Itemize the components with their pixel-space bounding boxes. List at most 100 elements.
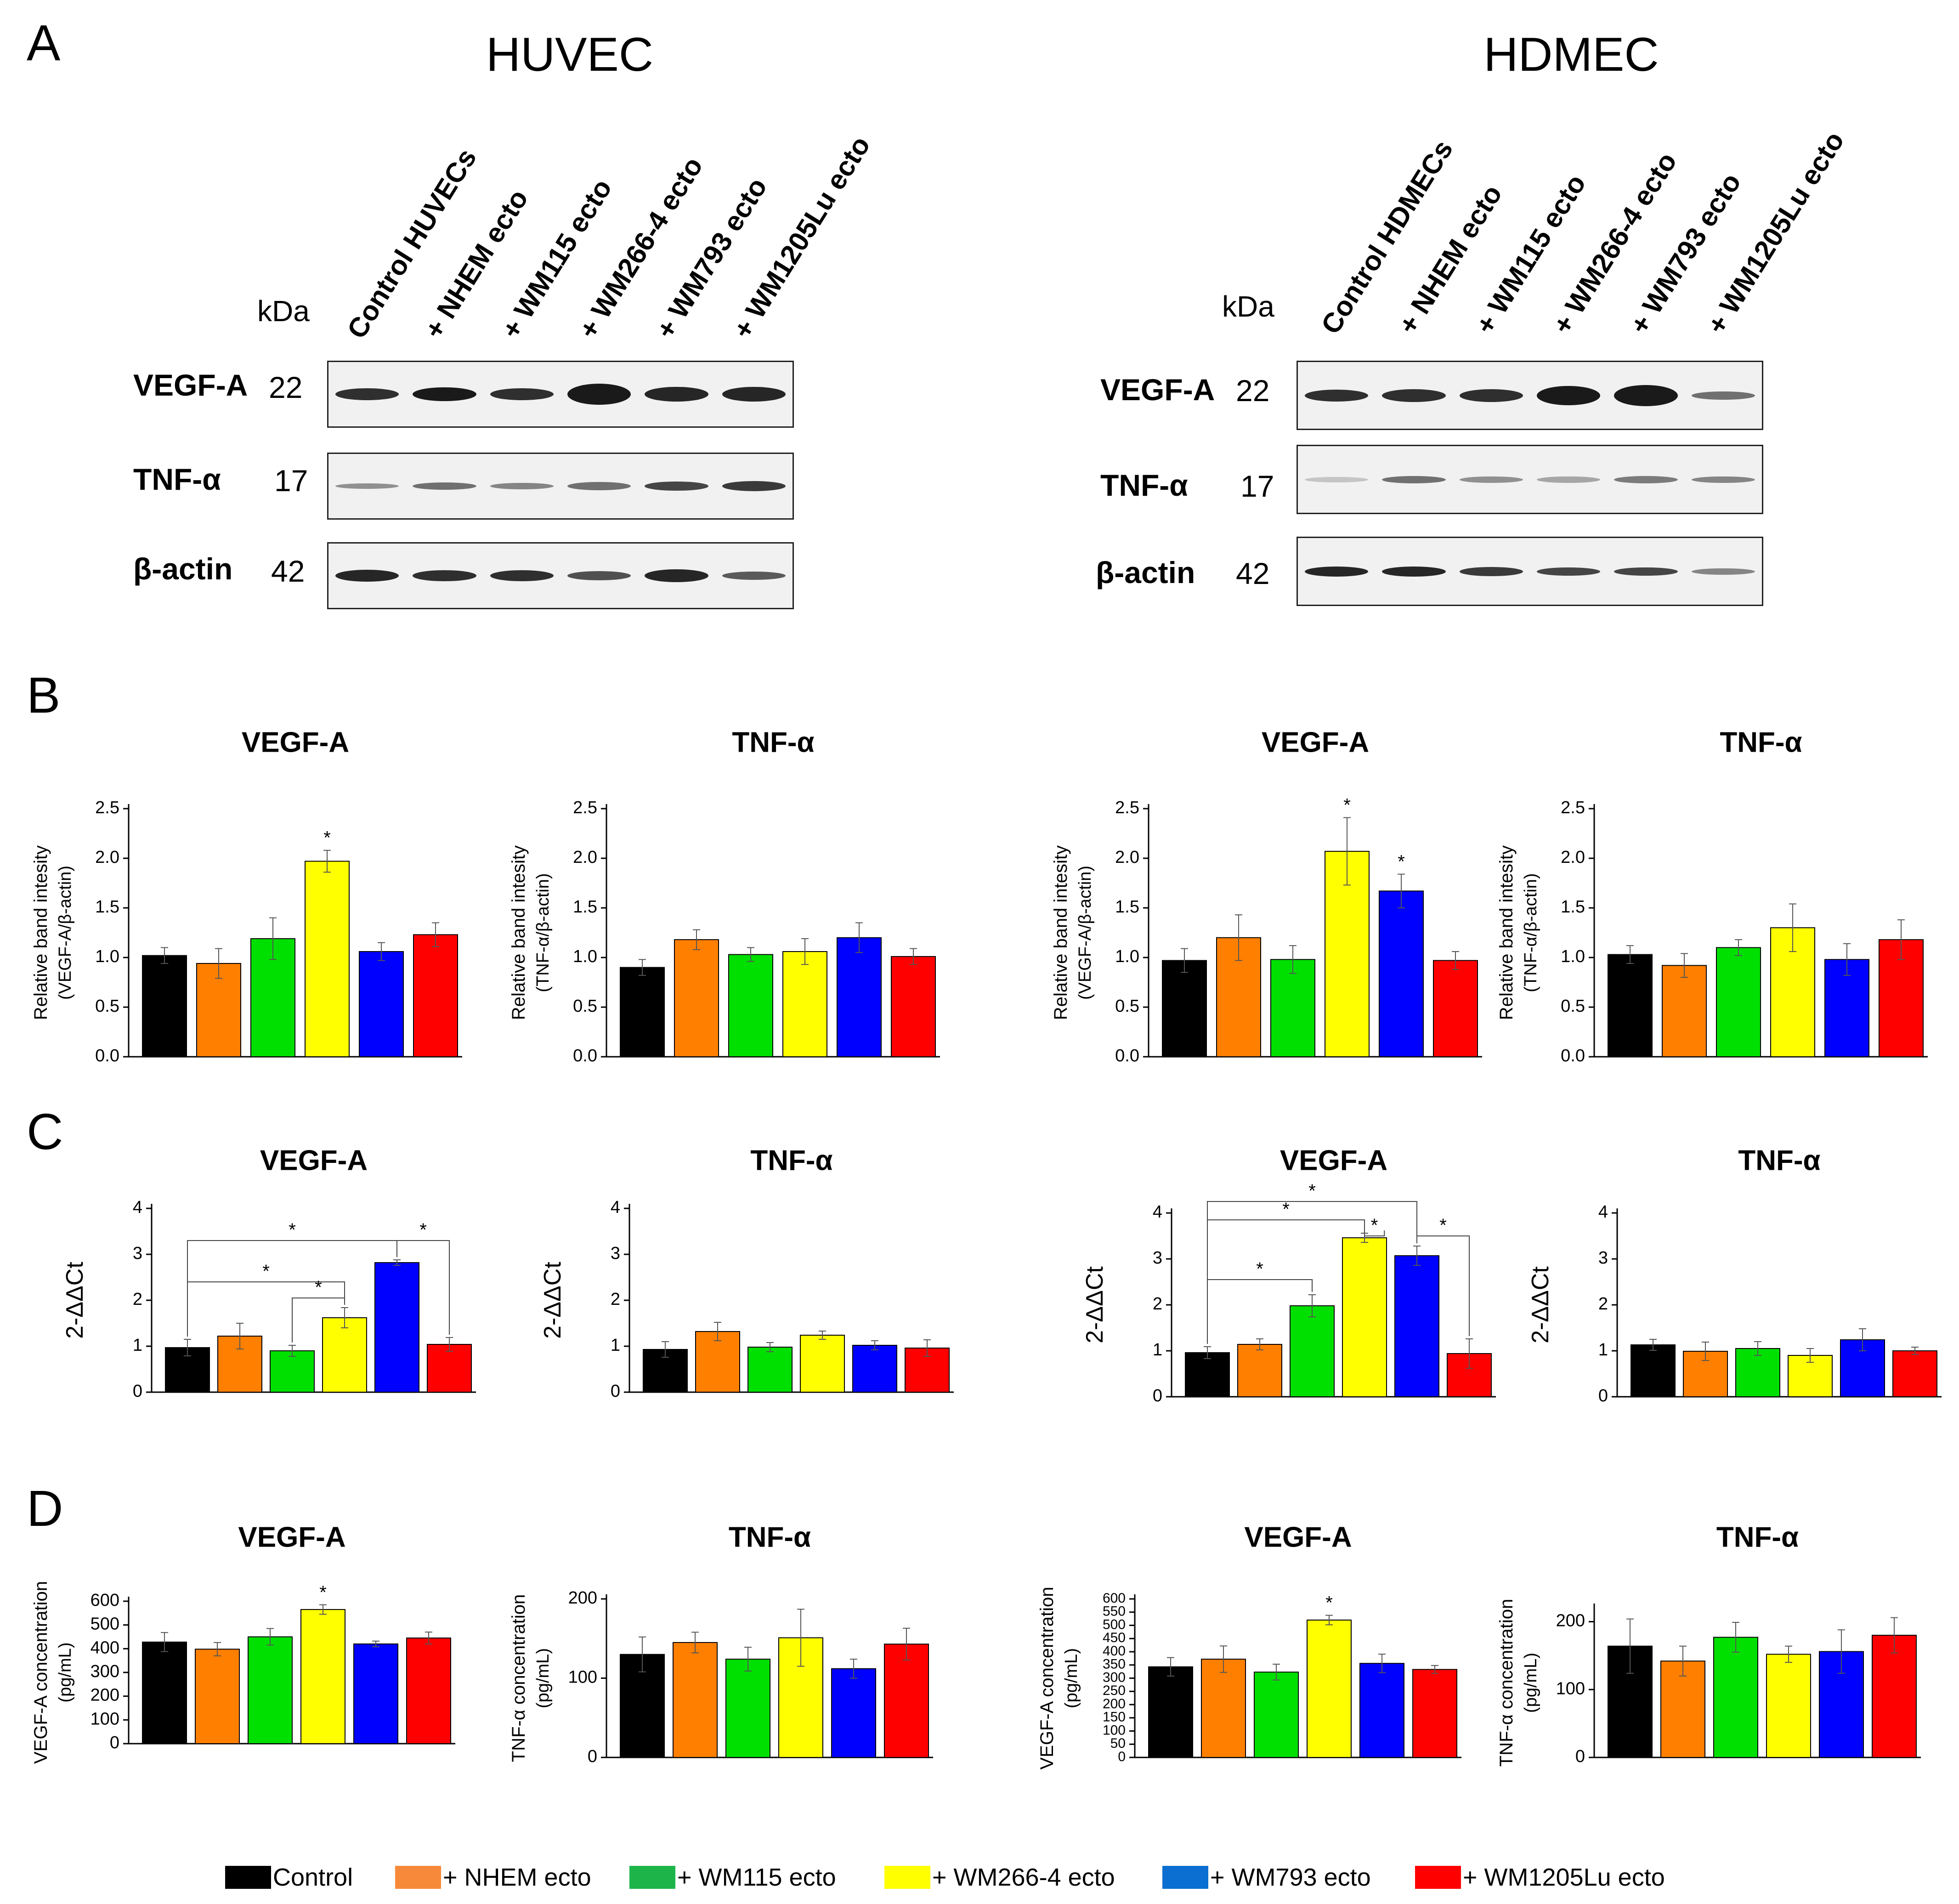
- significance-star: *: [1325, 1593, 1333, 1613]
- blot-band: [335, 483, 399, 489]
- blot-band: [1691, 568, 1755, 575]
- y-axis-label-text-2: (pg/mL): [56, 1643, 75, 1703]
- significance-star: *: [1371, 1215, 1378, 1235]
- legend-swatch: [884, 1866, 930, 1889]
- error-bar: [1649, 1339, 1657, 1351]
- error-bar: [161, 1632, 168, 1652]
- y-axis-label: 2-ΔΔCt: [539, 1262, 566, 1339]
- y-axis-label-text: 2-ΔΔCt: [1081, 1266, 1108, 1343]
- blot-band: [1537, 385, 1601, 405]
- y-axis-label: VEGF-A concentration (pg/mL): [1037, 1587, 1081, 1770]
- y-tick-label: 1: [611, 1336, 620, 1355]
- error-bar: [1735, 939, 1742, 956]
- blot-band: [1691, 476, 1755, 483]
- y-tick-label: 300: [1103, 1670, 1126, 1685]
- y-axis-label-text-2: (VEGF-A/β-actin): [56, 866, 75, 1000]
- y-tick-label: 2.5: [1561, 798, 1585, 817]
- blot-band: [1382, 476, 1446, 483]
- error-bar: [1785, 1645, 1792, 1663]
- error-bar: [1681, 953, 1688, 978]
- error-bar: [184, 1339, 191, 1356]
- legend-label: + NHEM ecto: [443, 1864, 591, 1891]
- y-tick-label: 2.0: [1561, 848, 1585, 867]
- bar: [142, 955, 187, 1057]
- bar: [1325, 850, 1370, 1057]
- bar: [1148, 1666, 1193, 1758]
- y-tick-label: 200: [1103, 1696, 1126, 1711]
- y-axis-label: TNF-α concentration (pg/mL): [1496, 1599, 1540, 1767]
- y-axis-label: 2-ΔΔCt: [1527, 1266, 1554, 1343]
- y-tick-label: 2: [1153, 1294, 1162, 1314]
- significance-star: *: [1439, 1215, 1447, 1235]
- y-tick-label: 500: [91, 1615, 119, 1634]
- significance-bracket: *: [396, 1220, 450, 1335]
- bar: [1412, 1669, 1457, 1758]
- y-axis-label-text: Relative band intesity: [31, 845, 51, 1020]
- bar: [884, 1643, 929, 1758]
- y-tick-label: 0: [588, 1747, 597, 1766]
- blot-label-actin: β-actin: [1096, 555, 1195, 589]
- y-tick-label: 3: [611, 1244, 620, 1263]
- chart-c-hdmec-tnfa: TNF-α 2-ΔΔCt 0 1 2 3 4: [1527, 1145, 1942, 1405]
- bar: [891, 956, 936, 1058]
- y-axis-label-text-2: (pg/mL): [1062, 1648, 1081, 1708]
- y-tick-label: 0: [110, 1733, 119, 1752]
- y-tick-label: 1: [1598, 1340, 1608, 1360]
- blot-band: [1537, 567, 1601, 576]
- error-bar: [910, 948, 917, 965]
- error-bar: [1838, 1629, 1845, 1674]
- legend-swatch: [1415, 1866, 1461, 1889]
- y-tick-label: 400: [1103, 1643, 1126, 1659]
- bar: [747, 1347, 793, 1393]
- bar: [374, 1262, 419, 1393]
- bar: [142, 1641, 187, 1744]
- blot-band: [413, 482, 476, 490]
- blot-band: [567, 482, 631, 490]
- panel-label-c: C: [27, 1104, 63, 1160]
- significance-star: *: [419, 1220, 427, 1240]
- bar: [1307, 1620, 1352, 1758]
- blot-label-tnfa: TNF-α: [133, 462, 221, 496]
- y-tick-label: 1.5: [1115, 897, 1139, 917]
- chart-d-huvec-tnfa: TNF-α TNF-α concentration (pg/mL) 0 100 200: [509, 1521, 933, 1766]
- chart-b-hdmec-tnfa: TNF-α Relative band intesity (TNF-α/β-acti…: [1496, 726, 1928, 1065]
- mw-actin: 42: [271, 554, 305, 588]
- blot-band: [490, 570, 554, 581]
- blot-band: [1459, 567, 1523, 576]
- blot-label-tnfa: TNF-α: [1100, 468, 1188, 502]
- y-tick-label: 2.0: [95, 848, 119, 867]
- significance-star: *: [1282, 1199, 1290, 1219]
- significance-star: *: [262, 1261, 270, 1281]
- bar: [620, 967, 665, 1057]
- y-axis-label: Relative band intesity (TNF-α/β-actin): [509, 845, 553, 1020]
- error-bar: [1466, 1338, 1473, 1369]
- bar: [305, 861, 350, 1057]
- blot-band: [567, 571, 631, 580]
- chart-title: VEGF-A: [242, 726, 349, 758]
- y-tick-label: 0.0: [573, 1046, 597, 1065]
- error-bar: [1891, 1617, 1898, 1654]
- y-axis-label-text-2: (TNF-α/β-actin): [533, 873, 553, 992]
- y-tick-label: 1.0: [573, 947, 597, 966]
- significance-bracket: *: [292, 1277, 345, 1343]
- y-axis-label: 2-ΔΔCt: [1081, 1266, 1108, 1343]
- mw-tnfa: 17: [1240, 469, 1274, 503]
- chart-title: VEGF-A: [260, 1145, 368, 1176]
- legend-swatch: [225, 1866, 271, 1889]
- error-bar: [1181, 948, 1188, 973]
- y-tick-label: 250: [1103, 1683, 1126, 1698]
- significance-bracket: *: [187, 1261, 345, 1337]
- y-tick-label: 0: [611, 1382, 620, 1401]
- error-bar: [1204, 1346, 1211, 1359]
- chart-title: TNF-α: [1720, 726, 1802, 758]
- y-tick-label: 500: [1103, 1617, 1126, 1632]
- bar: [413, 934, 458, 1057]
- y-axis-label-text: 2-ΔΔCt: [1527, 1266, 1554, 1343]
- y-tick-label: 1.5: [573, 897, 597, 917]
- error-bar: [1167, 1657, 1174, 1677]
- blot-strip-vegfa: [327, 361, 794, 428]
- y-axis-label-text: Relative band intesity: [1496, 845, 1517, 1020]
- blot-band: [1459, 389, 1523, 402]
- blot-band: [413, 387, 476, 401]
- error-bar: [639, 959, 646, 976]
